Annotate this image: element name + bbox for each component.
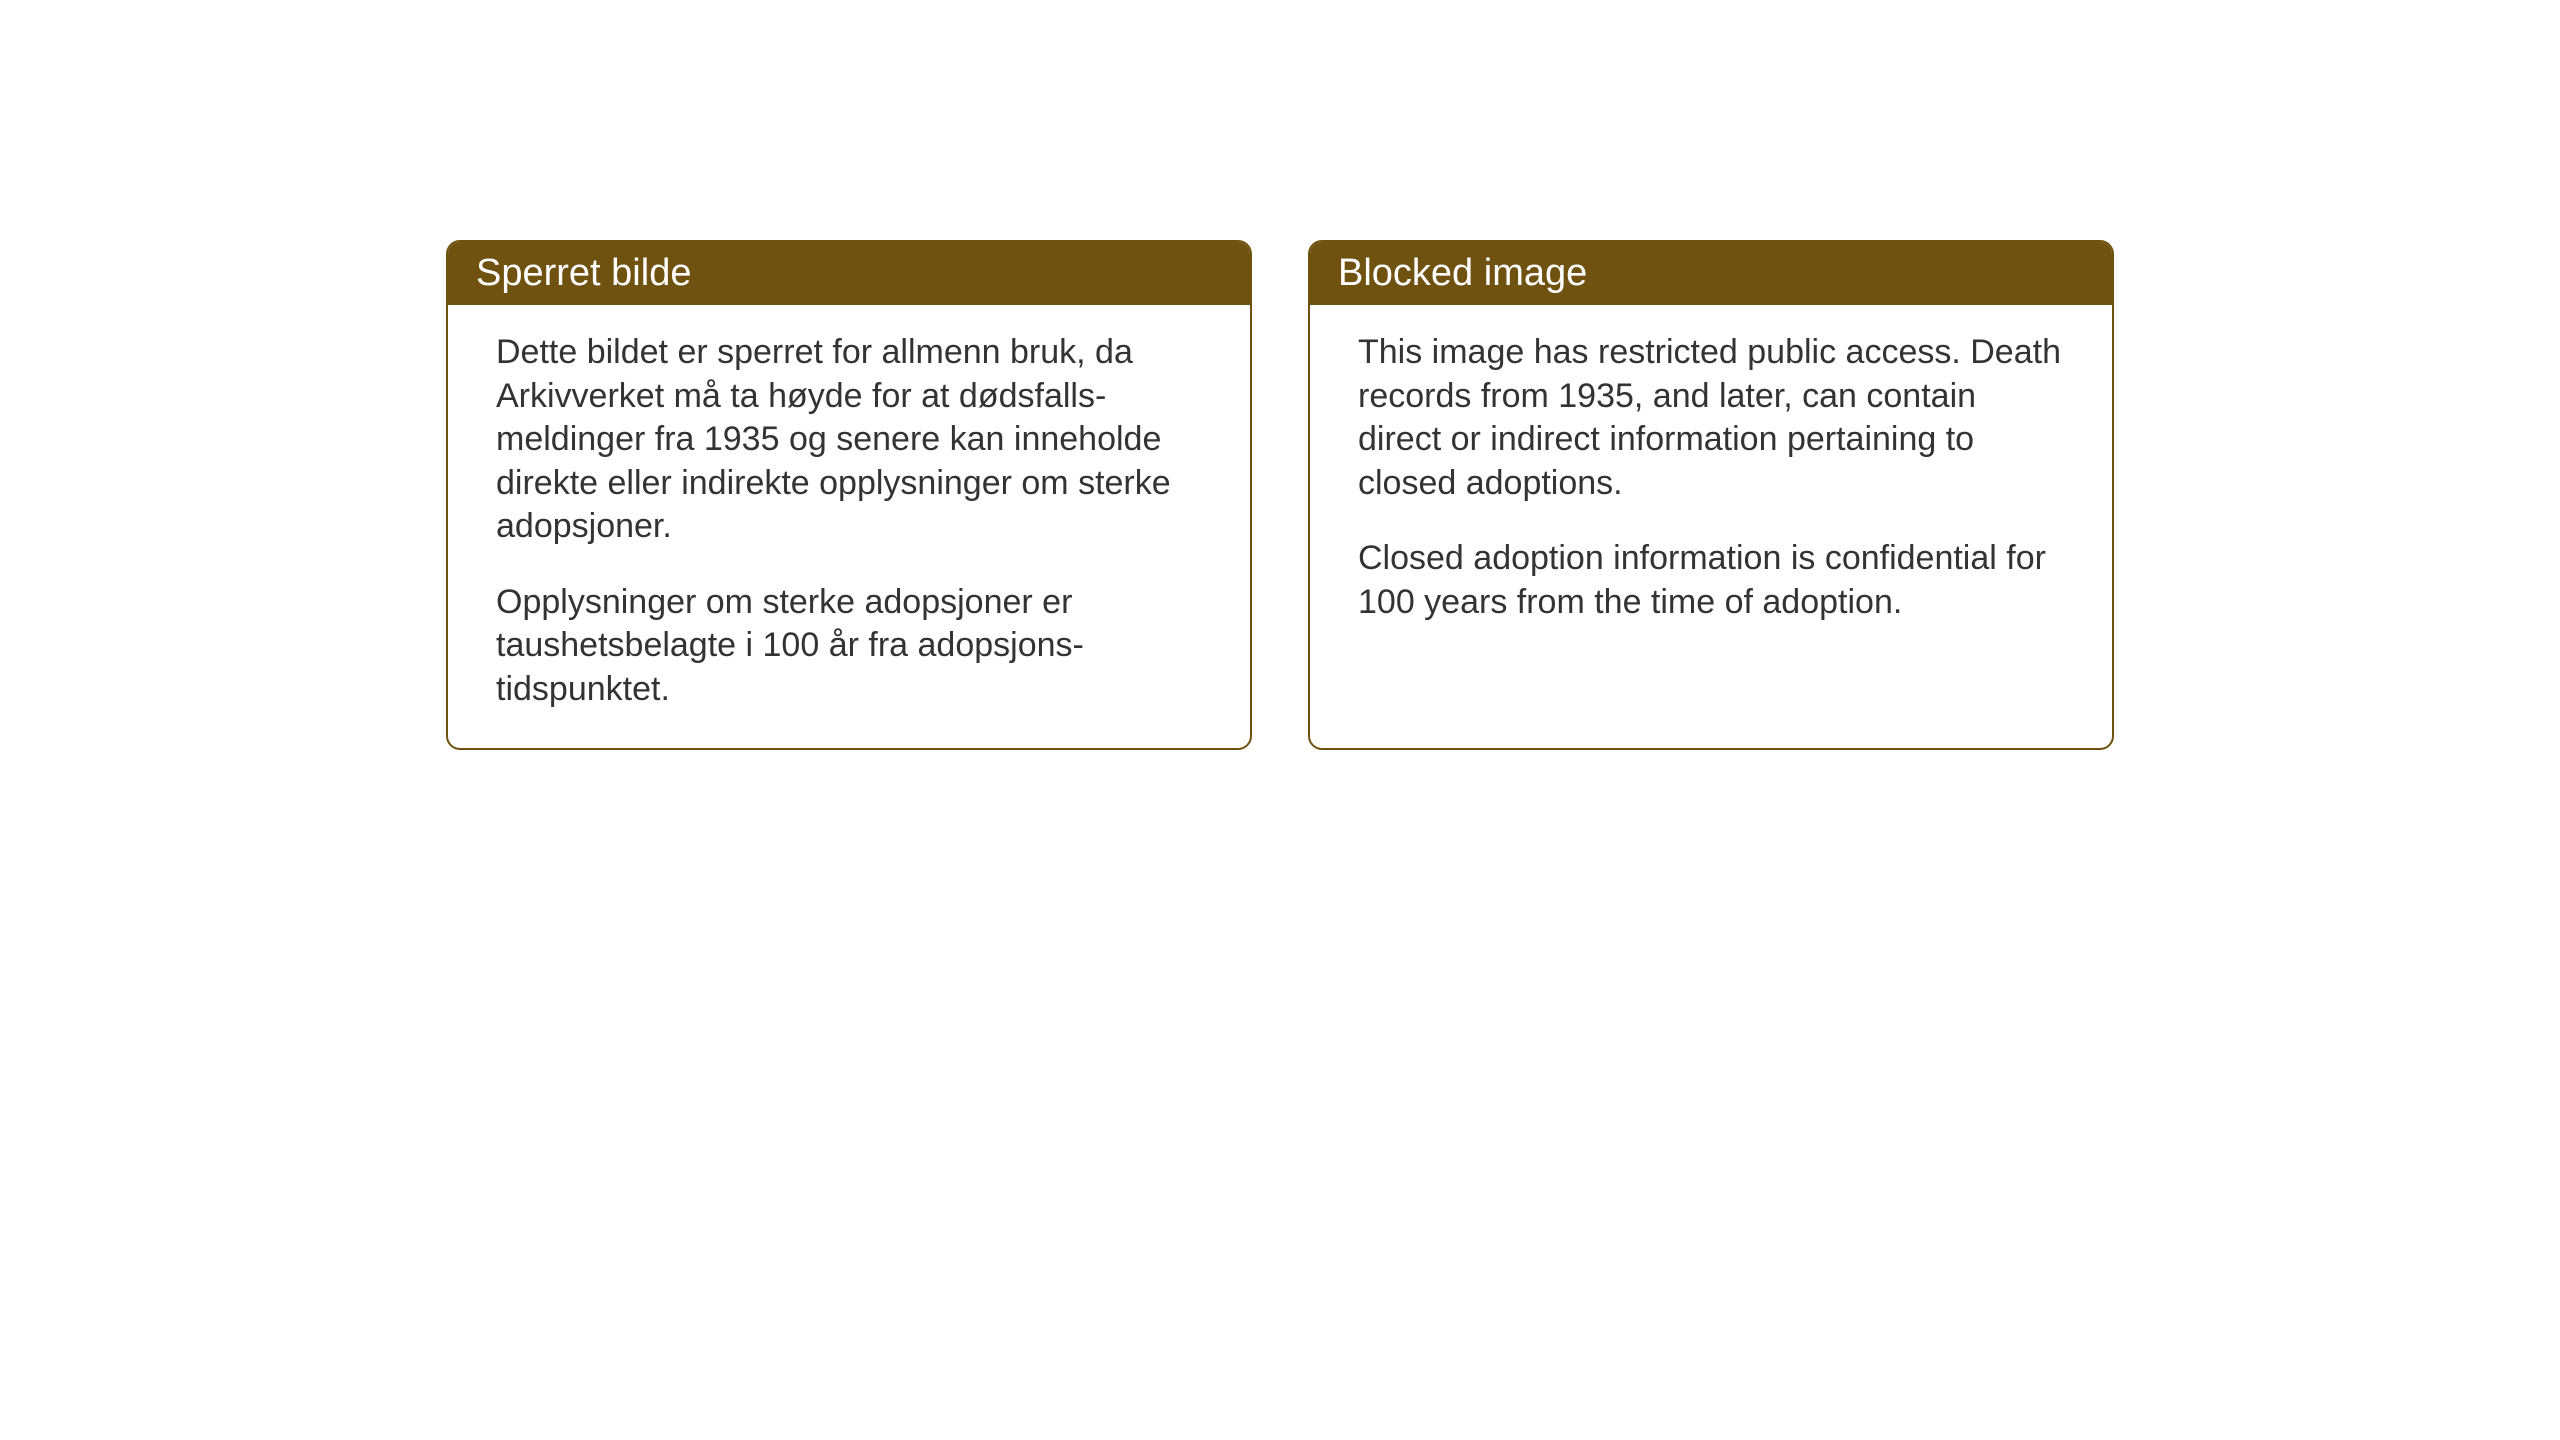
english-card-title: Blocked image: [1310, 242, 2112, 305]
norwegian-paragraph-1: Dette bildet er sperret for allmenn bruk…: [496, 331, 1202, 549]
notice-container: Sperret bilde Dette bildet er sperret fo…: [446, 240, 2114, 750]
english-card-body: This image has restricted public access.…: [1310, 305, 2112, 660]
norwegian-notice-card: Sperret bilde Dette bildet er sperret fo…: [446, 240, 1252, 750]
english-paragraph-2: Closed adoption information is confident…: [1358, 537, 2064, 624]
norwegian-card-title: Sperret bilde: [448, 242, 1250, 305]
english-paragraph-1: This image has restricted public access.…: [1358, 331, 2064, 505]
english-notice-card: Blocked image This image has restricted …: [1308, 240, 2114, 750]
norwegian-card-body: Dette bildet er sperret for allmenn bruk…: [448, 305, 1250, 747]
norwegian-paragraph-2: Opplysninger om sterke adopsjoner er tau…: [496, 581, 1202, 712]
